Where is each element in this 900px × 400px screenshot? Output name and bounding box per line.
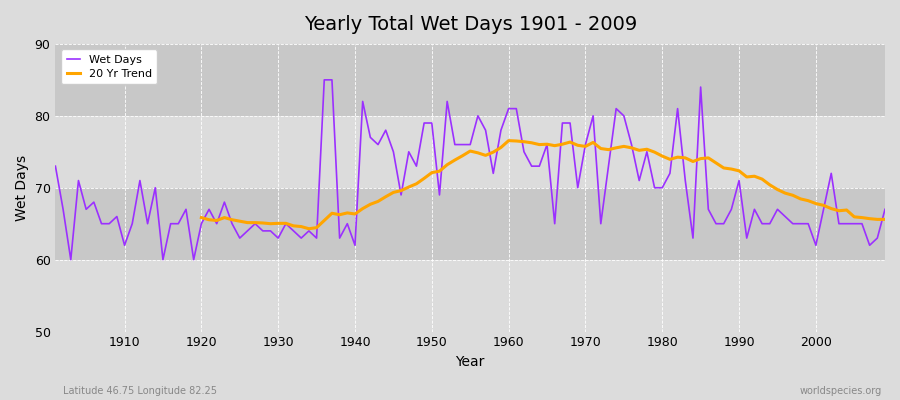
20 Yr Trend xyxy=(288,224,299,228)
X-axis label: Year: Year xyxy=(455,355,485,369)
Wet Days xyxy=(50,164,61,168)
Text: worldspecies.org: worldspecies.org xyxy=(800,386,882,396)
20 Yr Trend xyxy=(779,191,790,196)
Bar xyxy=(56,116,885,188)
Wet Days xyxy=(288,228,299,233)
Y-axis label: Wet Days: Wet Days xyxy=(15,155,29,221)
Bar xyxy=(56,188,885,260)
20 Yr Trend xyxy=(196,215,207,220)
Wet Days xyxy=(342,221,353,226)
Text: Latitude 46.75 Longitude 82.25: Latitude 46.75 Longitude 82.25 xyxy=(63,386,217,396)
Line: Wet Days: Wet Days xyxy=(56,80,885,260)
Wet Days xyxy=(518,149,529,154)
20 Yr Trend xyxy=(303,226,314,231)
20 Yr Trend xyxy=(864,216,875,221)
Wet Days xyxy=(66,257,77,262)
20 Yr Trend xyxy=(795,196,806,201)
Legend: Wet Days, 20 Yr Trend: Wet Days, 20 Yr Trend xyxy=(61,50,158,84)
20 Yr Trend xyxy=(503,138,514,143)
Wet Days xyxy=(511,106,522,111)
Line: 20 Yr Trend: 20 Yr Trend xyxy=(202,141,885,229)
Wet Days xyxy=(879,207,890,212)
Wet Days xyxy=(611,106,622,111)
Bar xyxy=(56,44,885,116)
Wet Days xyxy=(119,243,130,248)
20 Yr Trend xyxy=(411,181,422,186)
Bar xyxy=(56,260,885,332)
Title: Yearly Total Wet Days 1901 - 2009: Yearly Total Wet Days 1901 - 2009 xyxy=(303,15,637,34)
20 Yr Trend xyxy=(688,159,698,164)
20 Yr Trend xyxy=(879,217,890,222)
Wet Days xyxy=(319,78,329,82)
